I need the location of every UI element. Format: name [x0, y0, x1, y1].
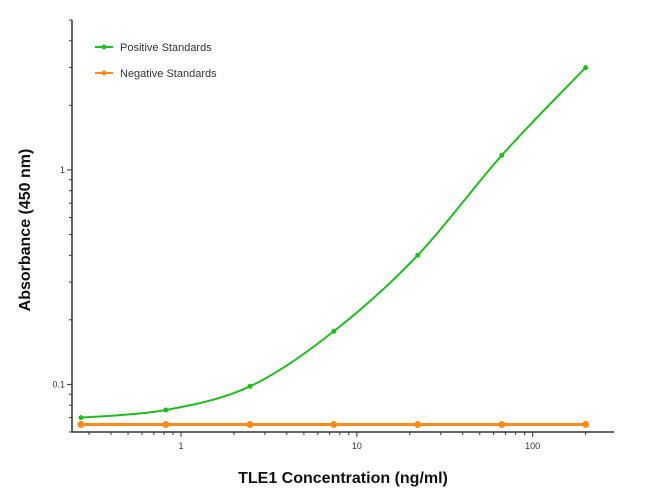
data-point: [331, 328, 337, 334]
data-point: [498, 421, 506, 429]
legend-label: Positive Standards: [120, 42, 212, 54]
x-tick-label: 10: [352, 441, 362, 451]
legend-label: Negative Standards: [120, 68, 217, 80]
data-point: [414, 421, 422, 429]
x-tick-label: 1: [178, 441, 183, 451]
x-tick-label: 100: [525, 441, 540, 451]
legend: Positive Standards Negative Standards: [95, 42, 217, 80]
data-point: [77, 421, 85, 429]
data-point: [247, 383, 253, 389]
x-axis-title: TLE1 Concentration (ng/ml): [238, 470, 448, 487]
data-point: [499, 152, 505, 158]
data-point: [582, 421, 590, 429]
y-tick-label: 0.1: [52, 379, 65, 389]
data-point: [583, 65, 589, 71]
series-line-positive: [80, 66, 587, 419]
data-point: [162, 421, 170, 429]
plot-area: [77, 65, 590, 429]
data-point: [415, 252, 421, 258]
legend-swatch-marker: [101, 44, 107, 50]
data-point: [246, 421, 254, 429]
data-point: [330, 421, 338, 429]
data-point: [78, 415, 84, 421]
data-point: [163, 407, 169, 413]
y-axis-title: Absorbance (450 nm): [17, 149, 34, 312]
axes: 1 10 100 0.1 1: [52, 19, 614, 451]
y-tick-label: 1: [60, 165, 65, 175]
legend-swatch-marker: [101, 70, 107, 76]
